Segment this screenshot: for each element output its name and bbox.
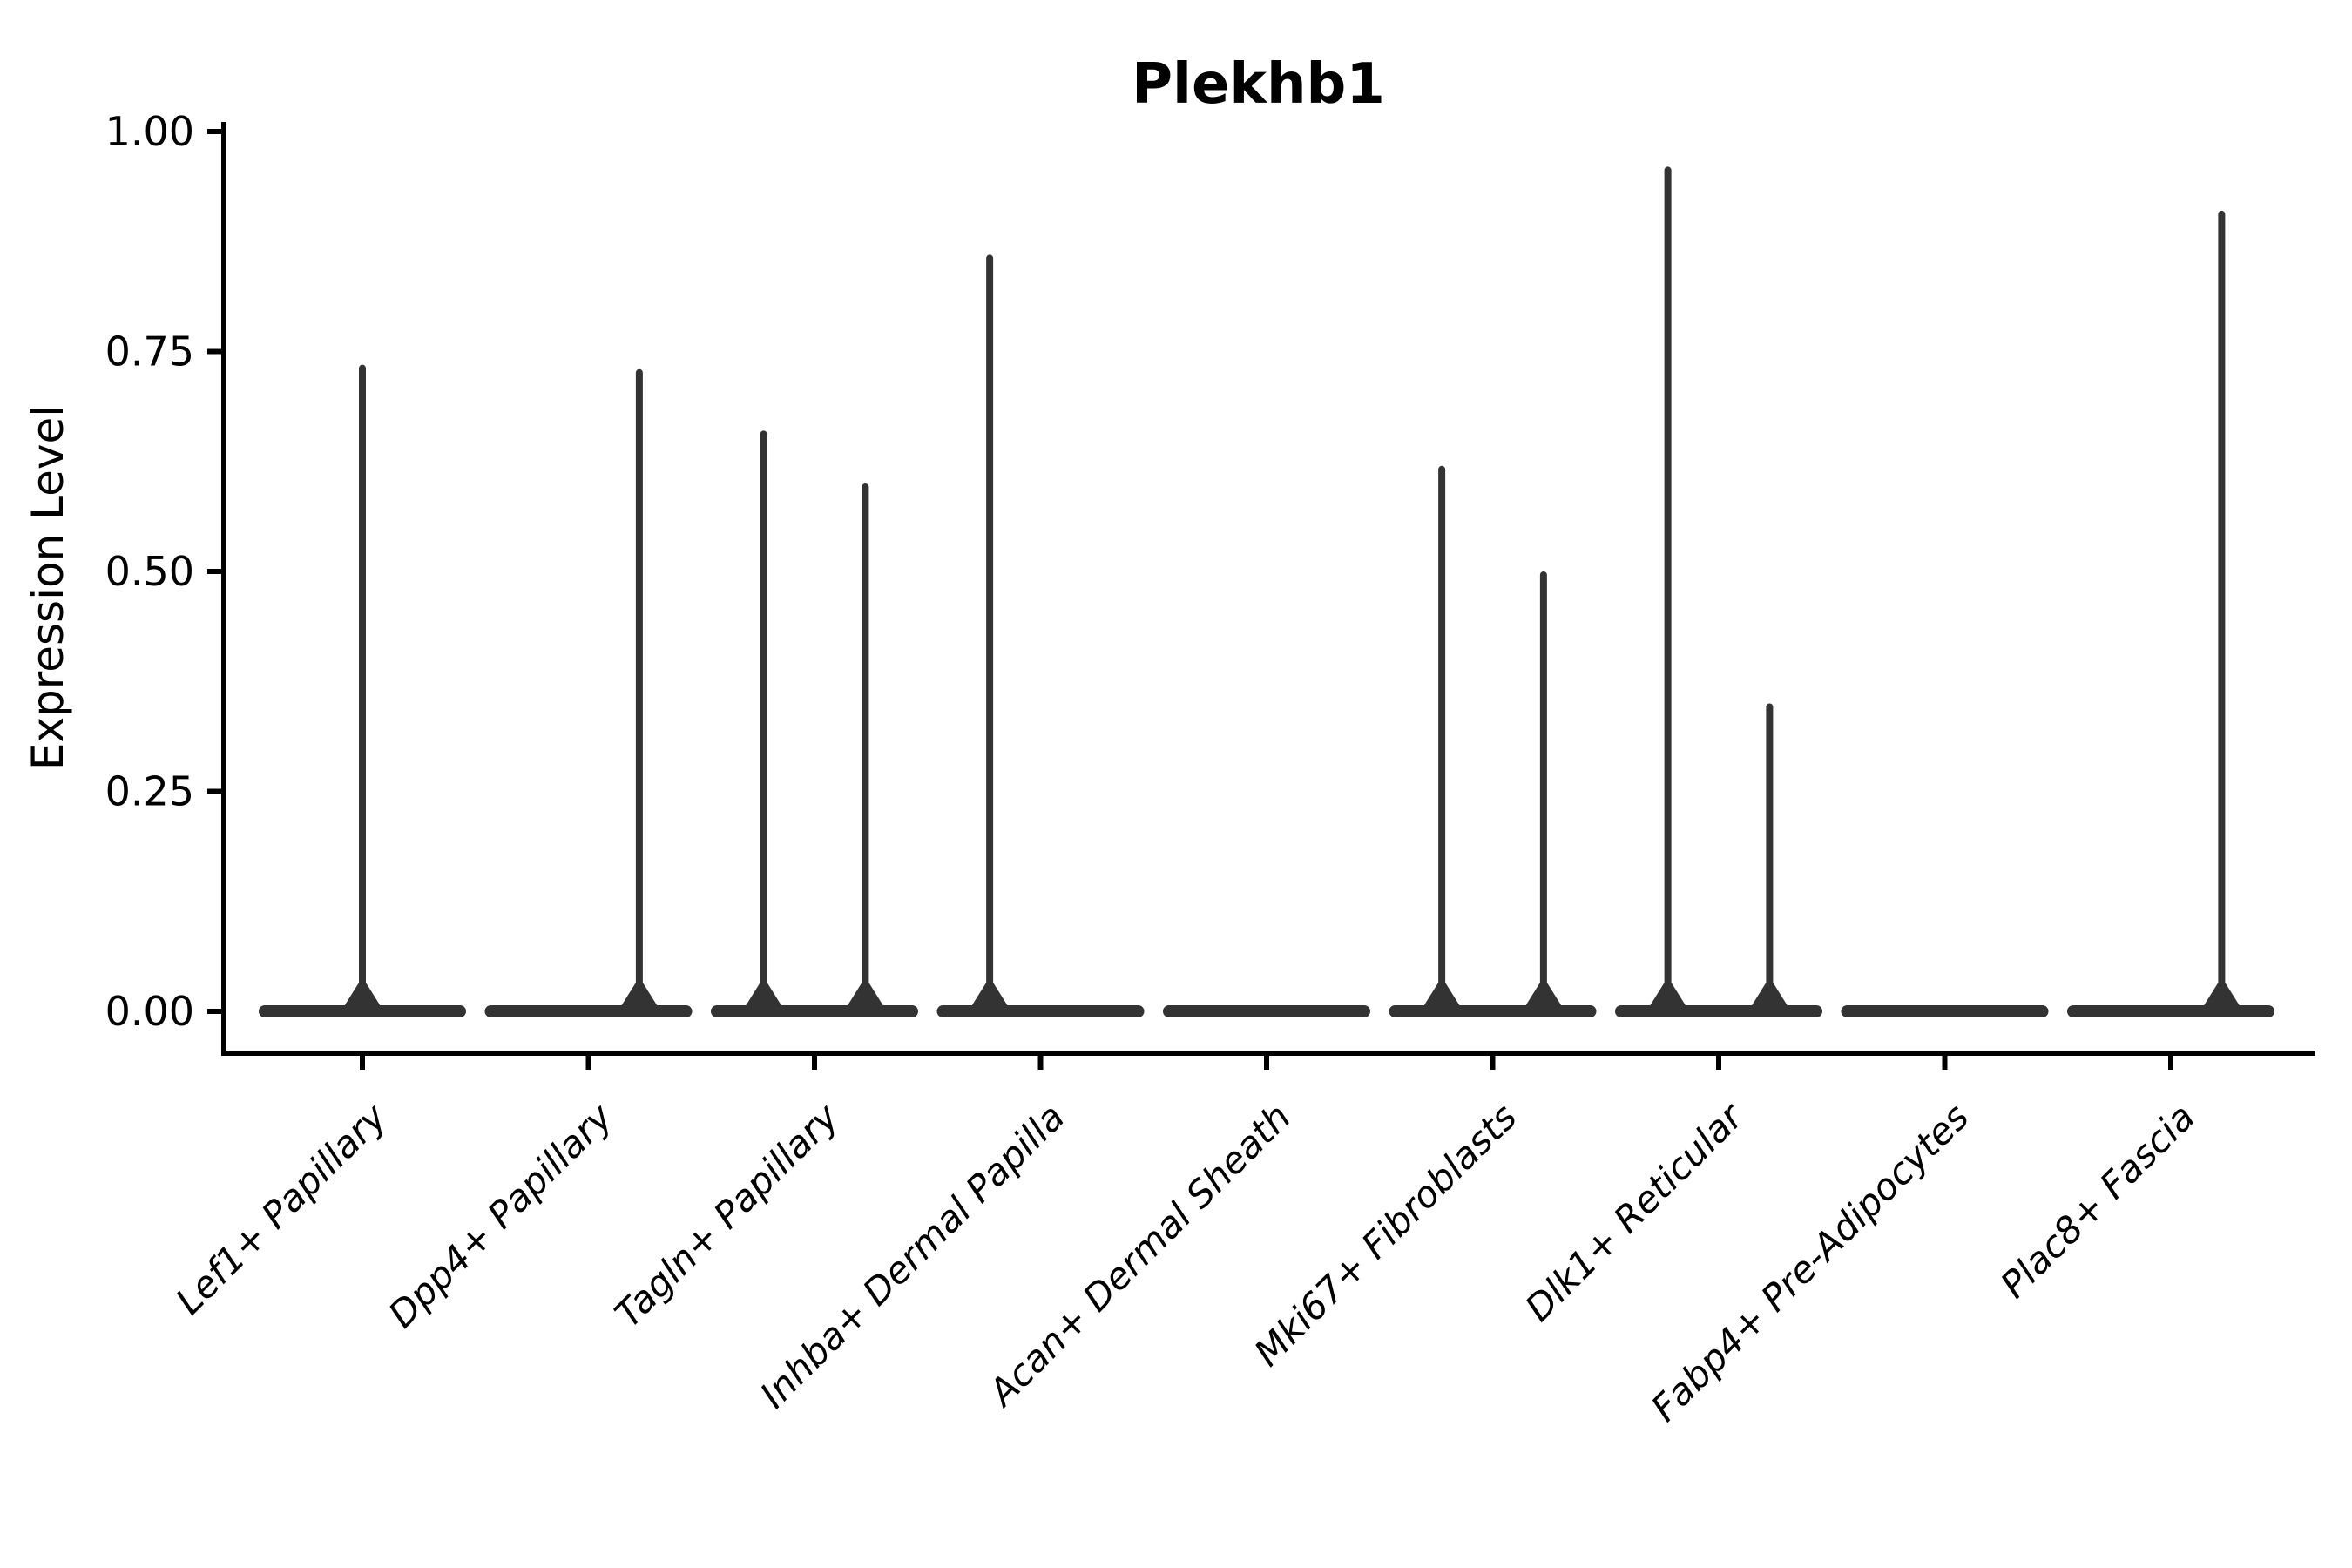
chart-title: Plekhb1	[1132, 52, 1385, 117]
y-tick-label: 0.75	[105, 328, 194, 375]
x-tick	[360, 1056, 365, 1070]
y-tick	[207, 788, 221, 794]
category-label: Mki67+ Fibroblasts	[1246, 1095, 1524, 1374]
category-label: Dpp4+ Papillary	[380, 1095, 621, 1336]
x-tick	[1716, 1056, 1721, 1070]
y-tick-label: 1.00	[105, 108, 194, 155]
y-tick-label: 0.00	[105, 988, 194, 1035]
category-label: Lef1+ Papillary	[167, 1095, 395, 1323]
category-label: Plac8+ Fascia	[1992, 1095, 2203, 1306]
y-tick	[207, 129, 221, 134]
x-tick	[585, 1056, 591, 1070]
x-axis-spine	[221, 1051, 2315, 1056]
y-tick-label: 0.25	[105, 768, 194, 815]
y-tick	[207, 1009, 221, 1014]
x-tick	[2168, 1056, 2173, 1070]
x-tick	[1037, 1056, 1044, 1070]
category-label: Dlk1+ Reticular	[1517, 1093, 1753, 1329]
y-tick	[207, 348, 221, 355]
y-axis-spine	[221, 122, 226, 1056]
y-axis-label: Expression Level	[23, 405, 73, 770]
x-tick	[812, 1056, 817, 1070]
x-tick	[1490, 1056, 1496, 1070]
y-tick	[207, 569, 221, 574]
x-tick	[1942, 1056, 1948, 1070]
category-label: Tagln+ Papillary	[606, 1095, 848, 1336]
y-tick-label: 0.50	[105, 548, 194, 595]
x-tick	[1264, 1056, 1269, 1070]
